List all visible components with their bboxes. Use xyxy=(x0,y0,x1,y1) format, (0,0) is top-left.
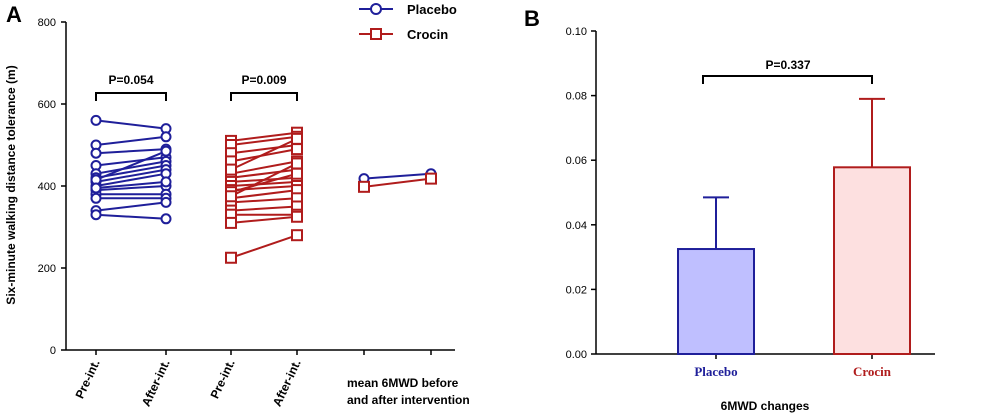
point-post-crocin xyxy=(291,132,303,145)
legend-crocin-marker xyxy=(370,28,382,40)
legend-placebo-label: Placebo xyxy=(407,2,457,17)
p-value-label: P=0.009 xyxy=(241,73,286,87)
point-pre-placebo xyxy=(90,182,102,194)
point-post-crocin xyxy=(291,210,303,223)
paired-line-crocin xyxy=(230,137,298,171)
panel-b-xlabel: 6MWD changes xyxy=(721,399,810,413)
paired-line-placebo xyxy=(95,160,167,175)
paired-line-crocin xyxy=(230,162,298,198)
point-pre-crocin xyxy=(225,216,237,229)
mean-line-placebo xyxy=(363,172,432,180)
paired-line-crocin xyxy=(230,172,298,194)
paired-line-crocin xyxy=(230,135,298,146)
paired-line-placebo xyxy=(95,119,167,130)
legend: Placebo Crocin xyxy=(359,2,457,42)
panel-b-ytick-label: 0.06 xyxy=(566,155,587,167)
point-pre-crocin xyxy=(225,163,237,176)
panel-a-ylabel: Six-minute walking distance tolerance (m… xyxy=(4,65,18,304)
paired-line-crocin xyxy=(230,205,298,212)
mean-post-crocin xyxy=(425,172,437,185)
paired-line-crocin xyxy=(230,234,298,259)
panel-b-ytick-label: 0.00 xyxy=(566,349,587,361)
significance-bracket xyxy=(95,92,167,101)
category-label-crocin: Crocin xyxy=(853,364,892,379)
paired-line-crocin xyxy=(230,144,298,155)
panel-a-group-label-line1: mean 6MWD before xyxy=(347,376,459,390)
significance-bracket xyxy=(702,75,873,84)
point-post-placebo xyxy=(160,196,172,208)
panel-a-ytick-label: 200 xyxy=(38,263,56,275)
panel-a-xtick-label: After-int. xyxy=(139,357,173,408)
panel-a-ytick-label: 600 xyxy=(38,99,56,111)
paired-line-placebo xyxy=(95,150,167,181)
panel-b-ytick-label: 0.10 xyxy=(566,26,587,38)
point-post-crocin xyxy=(291,167,303,180)
p-value-label: P=0.337 xyxy=(765,58,810,72)
panel-a-xtick-label: After-int. xyxy=(270,357,304,408)
panel-a-ytick-label: 400 xyxy=(38,181,56,193)
point-post-crocin xyxy=(291,157,303,170)
point-pre-crocin xyxy=(225,190,237,203)
paired-line-crocin xyxy=(230,168,298,179)
bar-placebo xyxy=(677,248,755,355)
point-post-crocin xyxy=(291,143,303,156)
panel-a-ytick-label: 800 xyxy=(38,17,56,29)
panel-a-xtick-label: Pre-int. xyxy=(73,357,103,400)
panel-b-ytick-label: 0.04 xyxy=(566,220,587,232)
panel-label-b: B xyxy=(524,6,540,31)
paired-line-placebo xyxy=(95,180,167,190)
point-pre-placebo xyxy=(90,209,102,221)
paired-line-placebo xyxy=(95,213,167,220)
paired-line-placebo xyxy=(95,135,167,146)
panel-b-ytick-label: 0.02 xyxy=(566,284,587,296)
paired-line-placebo xyxy=(95,201,167,212)
paired-line-placebo xyxy=(95,185,167,192)
point-pre-placebo xyxy=(90,114,102,126)
point-post-placebo xyxy=(160,176,172,188)
panel-a: Six-minute walking distance tolerance (m… xyxy=(4,17,470,409)
point-post-crocin xyxy=(291,229,303,242)
paired-line-placebo xyxy=(95,168,167,183)
point-post-placebo xyxy=(160,213,172,225)
point-pre-placebo xyxy=(90,192,102,204)
paired-line-placebo xyxy=(95,172,167,187)
paired-line-crocin xyxy=(230,189,298,200)
panel-b-ytick-label: 0.08 xyxy=(566,91,587,103)
panel-a-ytick-label: 0 xyxy=(50,345,56,357)
category-label-placebo: Placebo xyxy=(694,364,737,379)
paired-line-crocin xyxy=(230,131,298,142)
paired-line-placebo xyxy=(95,156,167,167)
p-value-label: P=0.054 xyxy=(108,73,153,87)
significance-bracket xyxy=(230,92,298,101)
paired-line-crocin xyxy=(230,197,298,204)
panel-a-xtick-label: Pre-int. xyxy=(208,357,238,400)
point-post-placebo xyxy=(160,131,172,143)
point-pre-crocin xyxy=(225,251,237,264)
paired-line-placebo xyxy=(95,148,167,155)
paired-line-crocin xyxy=(230,215,298,224)
legend-crocin-label: Crocin xyxy=(407,27,448,42)
panel-label-a: A xyxy=(6,2,22,27)
paired-line-crocin xyxy=(230,160,298,175)
panel-b: 0.00 0.02 0.04 0.06 0.08 0.10 Placebo Crocin P=… xyxy=(566,26,935,413)
mean-pre-crocin xyxy=(358,180,370,193)
bar-crocin xyxy=(833,166,911,355)
mean-line-crocin xyxy=(363,177,432,188)
panel-a-group-label-line2: and after intervention xyxy=(347,393,470,407)
point-post-placebo xyxy=(160,145,172,157)
legend-placebo-marker xyxy=(370,3,382,15)
point-pre-placebo xyxy=(90,147,102,159)
